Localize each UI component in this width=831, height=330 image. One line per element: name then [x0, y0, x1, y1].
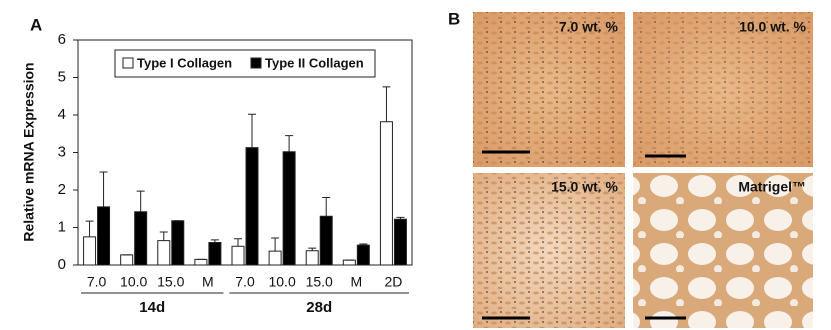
micrograph-texture [473, 12, 625, 167]
x-tick-label: 2D [384, 274, 402, 290]
bar [208, 242, 222, 266]
x-tick-label: M [350, 274, 362, 290]
legend-box [114, 49, 376, 78]
bar [305, 250, 319, 266]
y-tick-label: 2 [58, 181, 66, 198]
bar [157, 240, 171, 266]
bar [268, 250, 282, 266]
legend-label: Type II Collagen [265, 55, 364, 70]
bar [282, 151, 296, 266]
bar [356, 244, 370, 266]
x-tick-label: 10.0 [268, 274, 295, 290]
x-tick-label: M [202, 274, 214, 290]
legend-swatch [250, 57, 262, 69]
y-tick-label: 4 [58, 106, 66, 123]
group-label: 14d [139, 299, 165, 316]
y-tick-label: 5 [58, 68, 66, 85]
bar [231, 245, 245, 266]
micrograph-caption: Matrigel™ [738, 179, 806, 195]
y-tick-label: 3 [58, 143, 66, 160]
legend-label: Type I Collagen [137, 55, 232, 70]
x-tick-label: 15.0 [306, 274, 333, 290]
micrograph-texture [473, 173, 625, 328]
y-tick-label: 0 [58, 256, 66, 273]
micrograph-texture [633, 12, 813, 167]
micrograph [633, 173, 813, 328]
bar [194, 258, 208, 266]
micrographs: 7.0 wt. % 10.0 wt. % 15.0 wt. % Matrigel… [473, 12, 813, 328]
bar [379, 121, 393, 266]
x-tick-label: 7.0 [87, 274, 107, 290]
group-label: 28d [306, 299, 332, 316]
micrograph-caption: 7.0 wt. % [559, 19, 619, 35]
y-tick-label: 1 [58, 218, 66, 235]
x-tick-label: 7.0 [235, 274, 255, 290]
panel-label: A [30, 15, 42, 34]
y-tick-label: 6 [58, 31, 66, 48]
bar [393, 218, 407, 266]
bar [342, 259, 356, 266]
x-tick-label: 15.0 [157, 274, 184, 290]
micrograph-caption: 15.0 wt. % [551, 179, 618, 195]
panel-label: B [448, 9, 460, 28]
bar [245, 147, 259, 266]
bar [97, 206, 111, 266]
y-axis-label: Relative mRNA Expression [21, 62, 37, 241]
bar [120, 254, 134, 266]
micrograph-caption: 10.0 wt. % [739, 19, 806, 35]
bar [319, 215, 333, 266]
bar [171, 220, 185, 266]
legend-swatch [122, 57, 134, 69]
x-tick-label: 10.0 [120, 274, 147, 290]
bar [134, 211, 148, 266]
bar [83, 236, 97, 266]
